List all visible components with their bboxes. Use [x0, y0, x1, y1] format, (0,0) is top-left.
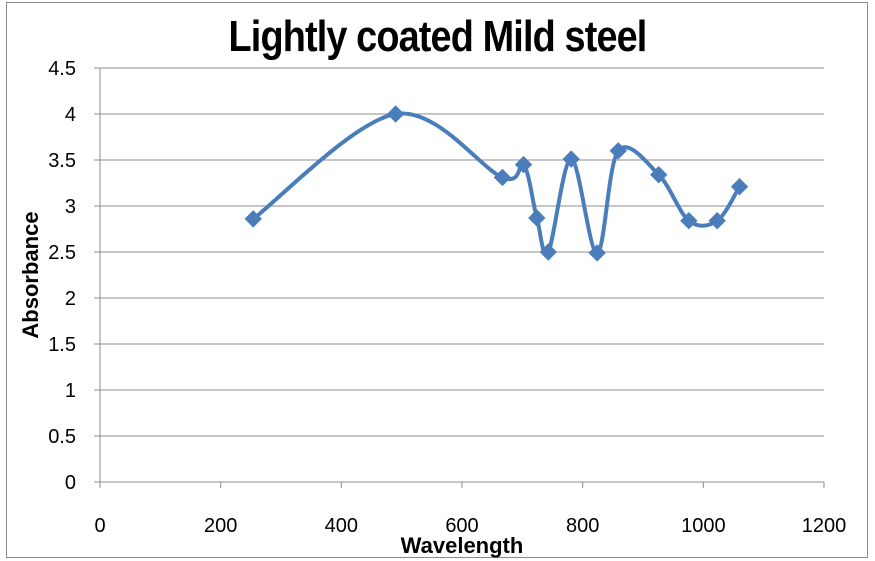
x-tick-label-2: 400	[325, 515, 358, 537]
y-tick-labels: 0 0.5 1 1.5 2 2.5 3 3.5 4 4.5	[48, 58, 76, 494]
x-tick-labels: 0 200 400 600 800 1000 1200	[94, 515, 846, 537]
y-tick-label-7: 3.5	[48, 150, 76, 172]
y-tick-label-3: 1.5	[48, 334, 76, 356]
y-axis-label: Absorbance	[18, 211, 43, 338]
y-tick-label-5: 2.5	[48, 242, 76, 264]
x-tick-label-0: 0	[94, 515, 105, 537]
data-point-11	[708, 212, 726, 230]
y-tick-label-6: 3	[65, 196, 76, 218]
y-tick-label-0: 0	[65, 472, 76, 494]
data-point-2	[493, 168, 512, 187]
y-tick-label-2: 1	[65, 380, 76, 402]
data-point-12	[730, 177, 749, 196]
x-axis-label: Wavelength	[401, 533, 524, 558]
series-line-0	[251, 111, 742, 256]
data-point-0	[244, 210, 262, 228]
y-tick-label-4: 2	[65, 288, 76, 310]
data-point-7	[588, 244, 606, 262]
chart-frame	[6, 2, 868, 558]
x-tick-label-5: 1000	[681, 515, 726, 537]
y-tick-label-8: 4	[65, 104, 76, 126]
data-point-8	[609, 142, 627, 160]
data-point-3	[514, 155, 533, 174]
x-tick-label-4: 800	[566, 515, 599, 537]
x-tick-label-3: 600	[445, 515, 478, 537]
chart-title: Lightly coated Mild steel	[228, 12, 648, 61]
data-point-1	[386, 105, 405, 123]
data-point-4	[528, 209, 546, 227]
gridlines	[100, 67, 824, 437]
axes	[94, 67, 825, 488]
data-series	[244, 105, 749, 262]
y-tick-label-1: 0.5	[48, 426, 76, 448]
x-tick-label-1: 200	[204, 515, 237, 537]
y-tick-label-9: 4.5	[48, 58, 76, 80]
data-point-5	[539, 243, 557, 261]
data-point-10	[680, 212, 698, 230]
data-point-6	[562, 150, 580, 168]
x-tick-label-6: 1200	[802, 515, 847, 537]
data-point-9	[649, 166, 668, 184]
